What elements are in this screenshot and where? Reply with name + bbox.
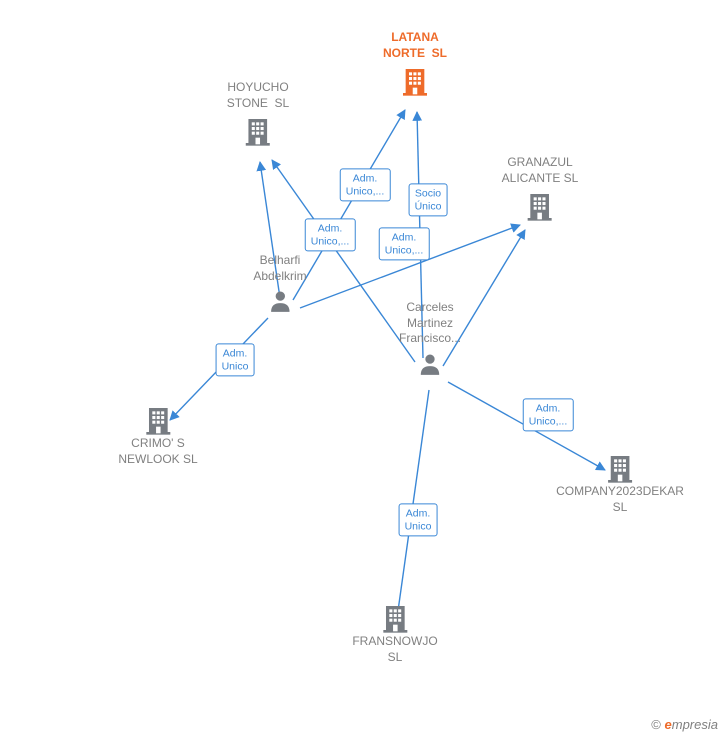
company-node-granazul[interactable]: GRANAZUL ALICANTE SL [502,155,579,222]
edge-label: Adm. Unico,... [523,398,574,431]
edge-line [293,110,405,300]
building-icon [502,190,579,222]
footer-copyright: © empresia [651,717,718,732]
company-node-crimo[interactable]: CRIMO' S NEWLOOK SL [118,404,197,471]
edge-label: Adm. Unico [216,343,255,376]
person-icon [253,288,306,314]
edge-label: Adm. Unico,... [305,218,356,251]
diagram-canvas: Adm. Unico,... Adm. Unico,... Adm. Unico So… [0,0,728,740]
node-label: LATANA NORTE SL [383,30,447,61]
edge-label: Socio Único [409,183,448,216]
edge-label: Adm. Unico [399,503,438,536]
company-node-company2023[interactable]: COMPANY2023DEKAR SL [556,452,684,519]
building-icon [556,452,684,484]
building-icon [383,65,447,97]
node-label: Belharfi Abdelkrim [253,253,306,284]
edge-label: Adm. Unico,... [379,227,430,260]
node-label: HOYUCHO STONE SL [227,80,289,111]
edge-label: Adm. Unico,... [340,168,391,201]
person-node-carceles[interactable]: Carceles Martinez Francisco... [399,300,461,377]
node-label: CRIMO' S NEWLOOK SL [118,436,197,467]
company-node-latana[interactable]: LATANA NORTE SL [383,30,447,97]
person-icon [399,351,461,377]
copyright-symbol: © [651,717,661,732]
building-icon [227,115,289,147]
company-node-hoyucho[interactable]: HOYUCHO STONE SL [227,80,289,147]
node-label: COMPANY2023DEKAR SL [556,484,684,515]
node-label: GRANAZUL ALICANTE SL [502,155,579,186]
brand-logo-rest: mpresia [672,717,718,732]
node-label: Carceles Martinez Francisco... [399,300,461,347]
company-node-fransnow[interactable]: FRANSNOWJO SL [352,602,437,669]
node-label: FRANSNOWJO SL [352,634,437,665]
brand-logo-e: e [665,717,672,732]
building-icon [118,404,197,436]
person-node-belharfi[interactable]: Belharfi Abdelkrim [253,253,306,314]
building-icon [352,602,437,634]
